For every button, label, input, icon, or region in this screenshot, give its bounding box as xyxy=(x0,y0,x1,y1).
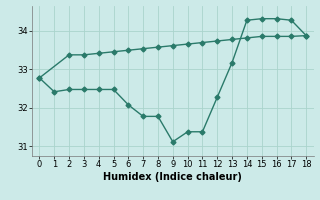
X-axis label: Humidex (Indice chaleur): Humidex (Indice chaleur) xyxy=(103,172,242,182)
